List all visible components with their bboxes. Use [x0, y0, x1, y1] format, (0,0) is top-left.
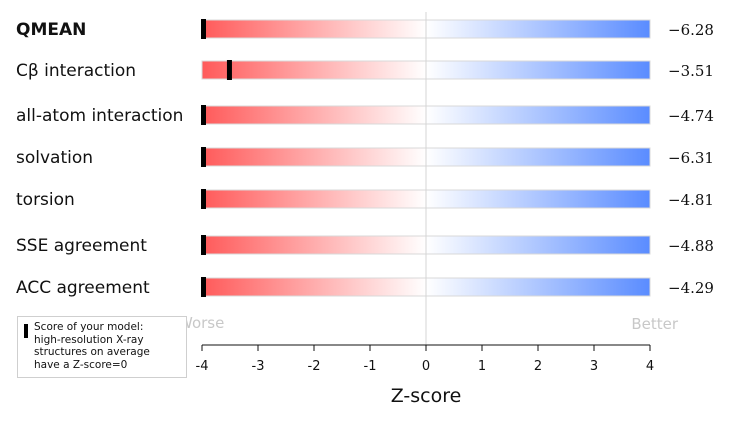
- score-marker-solvation: [201, 147, 206, 167]
- legend-line: high-resolution X-ray: [34, 333, 144, 346]
- markers-layer: [201, 19, 232, 297]
- row-label-all-atom-interaction: all-atom interaction: [16, 106, 183, 126]
- row-label-c-interaction: Cβ interaction: [16, 61, 136, 81]
- x-axis: -4 -3 -2 -1 0 1 2 3 4: [196, 344, 654, 374]
- x-tick-label: -2: [308, 359, 321, 374]
- row-label-acc-agreement: ACC agreement: [16, 278, 150, 298]
- legend-line: Score of your model:: [34, 321, 144, 333]
- score-value-acc-agreement: −4.29: [668, 279, 714, 297]
- score-value-sse-agreement: −4.88: [668, 237, 714, 255]
- legend-line: structures on average: [34, 346, 150, 358]
- legend: Score of your model: high-resolution X-r…: [17, 316, 187, 378]
- score-value-all-atom-interaction: −4.74: [668, 107, 714, 125]
- row-label-qmean: QMEAN: [16, 20, 86, 40]
- row-label-sse-agreement: SSE agreement: [16, 236, 147, 256]
- x-tick-label: 4: [646, 359, 654, 374]
- x-tick-label: -3: [252, 359, 265, 374]
- score-marker-sse-agreement: [201, 235, 206, 255]
- worse-hint: Worse: [178, 314, 224, 332]
- score-marker-c-interaction: [226, 60, 232, 80]
- score-value-c-interaction: −3.51: [668, 62, 714, 80]
- score-value-torsion: −4.81: [668, 191, 714, 209]
- x-tick-label: 1: [478, 359, 486, 374]
- score-marker-torsion: [201, 189, 206, 209]
- legend-text: Score of your model: high-resolution X-r…: [34, 321, 184, 371]
- score-marker-all-atom-interaction: [201, 105, 206, 125]
- legend-line: have a Z-score=0: [34, 358, 128, 371]
- x-axis-label: Z-score: [391, 385, 462, 407]
- x-tick-label: -4: [196, 359, 209, 374]
- legend-marker-swatch: [24, 324, 28, 338]
- score-marker-qmean: [201, 19, 206, 39]
- row-label-torsion: torsion: [16, 190, 75, 210]
- row-label-solvation: solvation: [16, 148, 93, 168]
- better-hint: Better: [631, 315, 679, 333]
- x-tick-label: 0: [422, 359, 430, 374]
- score-marker-acc-agreement: [201, 277, 206, 297]
- x-tick-label: 3: [590, 359, 598, 374]
- x-tick-label: -1: [364, 359, 377, 374]
- labels-layer: QMEAN −6.28 Cβ interaction −3.51 all-atom in…: [16, 20, 714, 298]
- score-value-solvation: −6.31: [668, 149, 714, 167]
- score-value-qmean: −6.28: [668, 21, 714, 39]
- x-tick-label: 2: [534, 359, 542, 374]
